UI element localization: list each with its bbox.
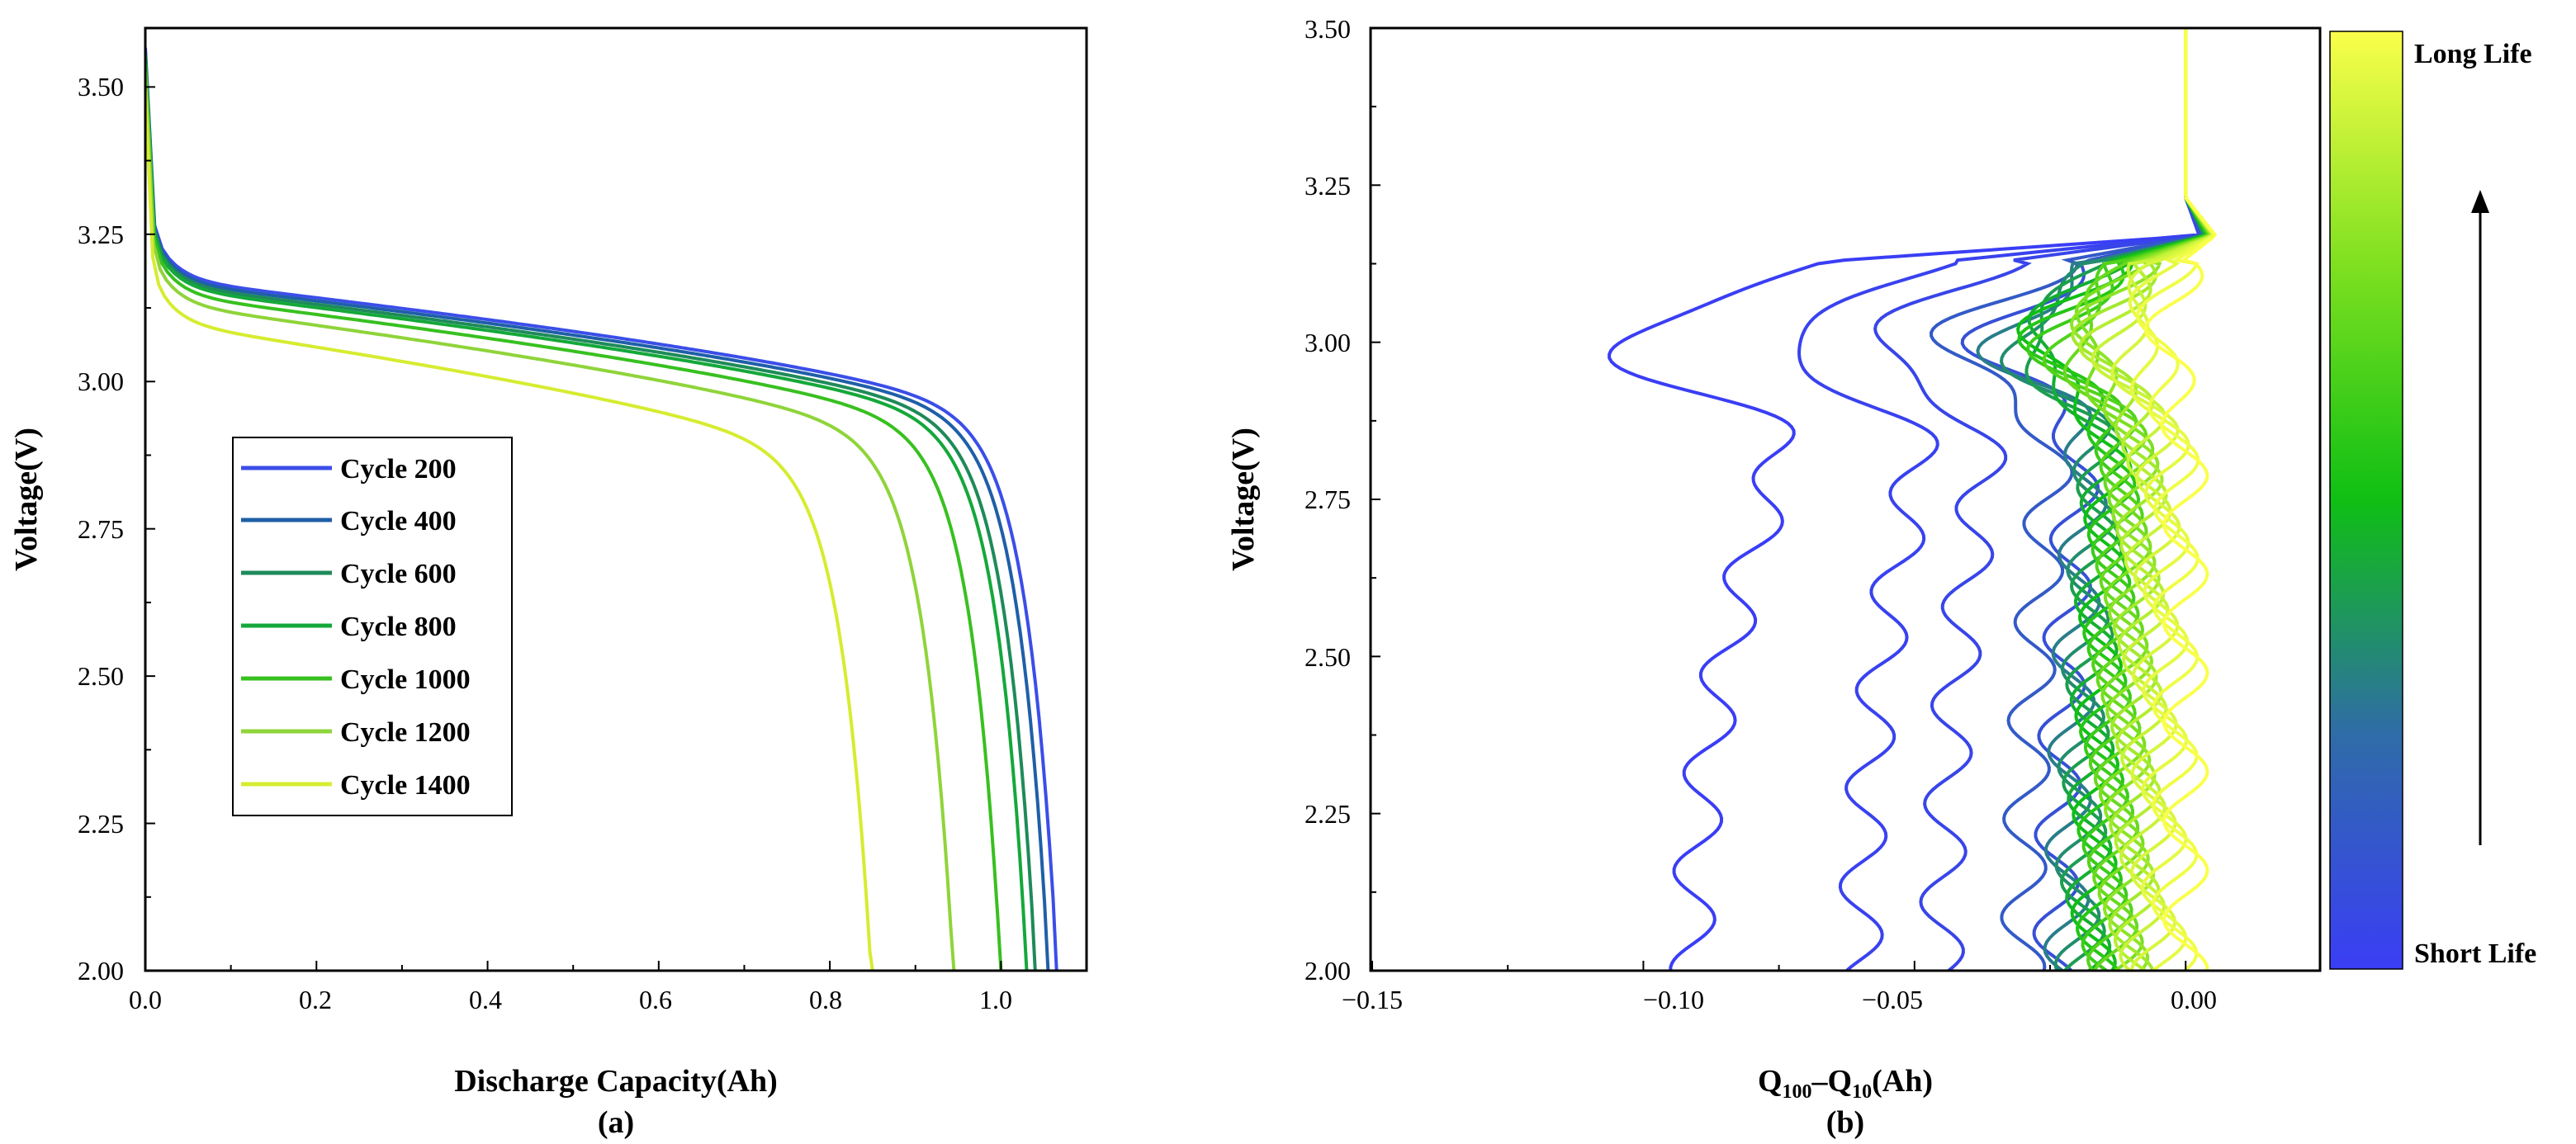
panel-a: 0.0 0.2 0.4 0.6 0.8 1.0 2.00 2.25 2.50 2…	[9, 26, 1088, 1140]
panel-a-x-axis-label: Discharge Capacity(Ah)	[454, 1064, 778, 1099]
colorbar-arrow-head	[2471, 190, 2489, 213]
xlabel-sub-100: 100	[1783, 1081, 1812, 1103]
y-tick-label: 2.75	[78, 514, 124, 544]
series-line-cycle-1400	[145, 90, 874, 971]
series-line-cycle-1200	[145, 72, 956, 971]
x-tick-label: 0.0	[129, 985, 162, 1014]
colorbar-top-label: Long Life	[2414, 39, 2532, 69]
panel-b-ticks	[1371, 27, 2187, 971]
y-tick-label: 2.25	[1305, 799, 1351, 829]
series-line-cycle-200	[145, 47, 1058, 971]
legend-label: Cycle 1200	[340, 717, 471, 748]
x-tick-label: −0.05	[1862, 985, 1923, 1014]
panel-a-ticks	[144, 86, 1087, 971]
y-tick-label: 3.00	[78, 366, 124, 396]
x-tick-label: 0.8	[809, 985, 842, 1014]
series-line-cycle-400	[145, 50, 1050, 971]
series-line	[2143, 28, 2218, 971]
series-line-cycle-600	[145, 53, 1037, 971]
xlabel-q: Q	[1758, 1064, 1783, 1099]
y-tick-label: 2.75	[1305, 485, 1351, 514]
legend-label: Cycle 1000	[340, 664, 471, 695]
y-tick-label: 3.50	[78, 72, 124, 102]
legend-label: Cycle 600	[340, 559, 457, 589]
x-tick-label: 0.6	[639, 985, 672, 1014]
y-tick-label: 3.50	[1305, 14, 1351, 44]
legend-label: Cycle 200	[340, 454, 457, 485]
legend-label: Cycle 800	[340, 612, 457, 642]
y-tick-label: 3.25	[78, 220, 124, 249]
x-tick-label: −0.15	[1342, 985, 1403, 1014]
panel-b: −0.15 −0.10 −0.05 0.00 2.00 2.25 2.50 2.…	[1226, 14, 2536, 1140]
panel-a-legend: Cycle 200 Cycle 400 Cycle 600 Cycle 800 …	[232, 437, 513, 816]
x-tick-label: 0.00	[2171, 985, 2217, 1014]
xlabel-sub-10: 10	[1852, 1081, 1872, 1103]
y-tick-label: 2.50	[78, 661, 124, 691]
y-tick-label: 2.00	[1305, 956, 1351, 986]
panel-b-x-axis-label: Q100–Q10(Ah)	[1758, 1064, 1933, 1103]
panel-b-frame	[1369, 26, 2322, 972]
legend-label: Cycle 400	[340, 506, 457, 537]
panel-a-curves	[145, 47, 1058, 971]
panel-a-frame	[144, 26, 1088, 972]
colorbar: Long Life Short Life	[2329, 31, 2536, 970]
x-tick-label: 0.2	[299, 985, 332, 1014]
x-tick-label: 1.0	[979, 985, 1012, 1014]
panel-b-caption: (b)	[1826, 1105, 1864, 1140]
y-tick-label: 2.25	[78, 809, 124, 839]
y-tick-label: 2.00	[78, 956, 124, 986]
series-line-cycle-800	[145, 56, 1029, 971]
panel-b-curves	[1608, 28, 2218, 971]
y-tick-label: 2.50	[1305, 642, 1351, 672]
legend-label: Cycle 1400	[340, 770, 471, 801]
colorbar-bottom-label: Short Life	[2414, 938, 2536, 969]
panel-b-y-axis-label: Voltage(V)	[1226, 428, 1261, 571]
xlabel-unit: (Ah)	[1872, 1064, 1933, 1099]
xlabel-dash-q: –Q	[1811, 1064, 1853, 1099]
x-tick-label: −0.10	[1643, 985, 1704, 1014]
panel-a-y-axis-label: Voltage(V)	[9, 428, 44, 571]
colorbar-gradient	[2329, 31, 2403, 970]
x-tick-label: 0.4	[469, 985, 502, 1014]
y-tick-label: 3.00	[1305, 328, 1351, 357]
series-line-cycle-1000	[145, 63, 1003, 971]
y-tick-label: 3.25	[1305, 171, 1351, 201]
panel-a-caption: (a)	[598, 1105, 634, 1140]
